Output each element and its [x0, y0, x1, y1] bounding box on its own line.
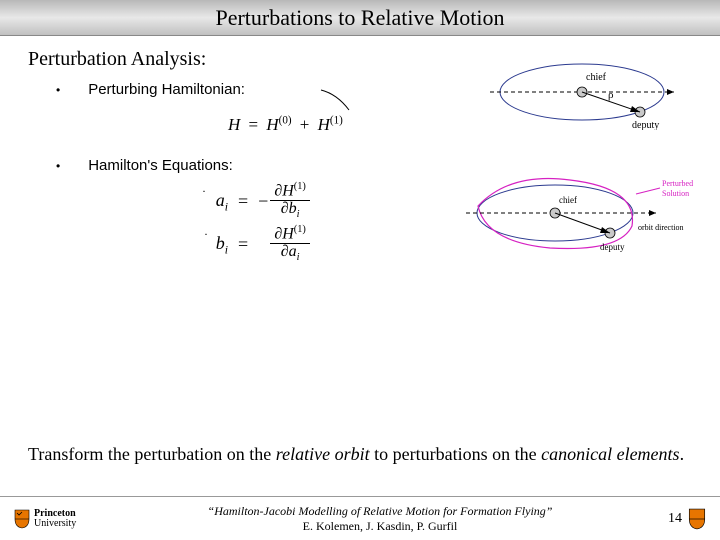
footer-center: “Hamilton-Jacobi Modelling of Relative M… — [110, 504, 650, 533]
eq-eq: = — [249, 115, 259, 134]
paper-title: “Hamilton-Jacobi Modelling of Relative M… — [110, 504, 650, 518]
inst-line1: Princeton — [34, 509, 76, 519]
bullet-dot: • — [56, 159, 60, 173]
perturbed-label-2: Solution — [662, 189, 689, 198]
paper-authors: E. Kolemen, J. Kasdin, P. Gurfil — [110, 519, 650, 533]
chief-label: chief — [559, 195, 577, 205]
bullet-1-label: Perturbing Hamiltonian: — [88, 81, 245, 98]
closing-pre: Transform the perturbation on the — [28, 444, 276, 464]
deputy-label: deputy — [632, 120, 659, 130]
footer-left: Princeton University — [0, 509, 110, 529]
eq-frac-a: ∂H(1) ∂bi — [270, 182, 310, 221]
orbit-diagram-2: chief deputy orbit direction Perturbed S… — [460, 158, 706, 258]
chief-label: chief — [586, 72, 607, 83]
eq-a: a — [216, 190, 225, 210]
orbit-diagram-1: chief deputy ρ — [482, 50, 682, 130]
closing-statement: Transform the perturbation on the relati… — [28, 443, 692, 466]
princeton-shield-icon — [14, 509, 30, 529]
perturbed-label-1: Perturbed — [662, 179, 693, 188]
deputy-label: deputy — [600, 242, 625, 252]
arrowhead-icon — [649, 210, 656, 216]
eq-H1: H — [318, 115, 330, 134]
eq-a-sub: i — [225, 200, 228, 213]
eq-sup0: (0) — [279, 114, 292, 126]
closing-canonical: canonical elements — [541, 444, 679, 464]
perturbed-pointer — [636, 188, 660, 194]
rho-label: ρ — [608, 89, 614, 101]
footer-right: 14 — [650, 508, 720, 530]
eq-b: b — [216, 233, 225, 253]
institution-text: Princeton University — [34, 509, 76, 529]
eq-H: H — [228, 115, 240, 134]
footer: Princeton University “Hamilton-Jacobi Mo… — [0, 496, 720, 540]
arrow-annotation-icon — [319, 88, 355, 112]
closing-relative-orbit: relative orbit — [276, 444, 370, 464]
orbit-direction-label: orbit direction — [638, 223, 684, 232]
closing-mid: to perturbations on the — [370, 444, 541, 464]
bullet-2-label: Hamilton's Equations: — [88, 157, 233, 174]
slide-title: Perturbations to Relative Motion — [215, 5, 504, 31]
eq-H0: H — [266, 115, 278, 134]
closing-post: . — [680, 444, 685, 464]
inst-line2: University — [34, 519, 76, 529]
title-bar: Perturbations to Relative Motion — [0, 0, 720, 36]
eq-sup1: (1) — [330, 114, 343, 126]
bullet-dot: • — [56, 83, 60, 97]
eq-b-sub: i — [225, 244, 228, 257]
eq-eq-a: = — [238, 191, 248, 212]
eq-eq-b: = — [238, 234, 248, 255]
page-number: 14 — [668, 511, 682, 527]
eq-frac-b: ∂H(1) ∂ai — [270, 225, 310, 264]
eq-minus: − — [258, 191, 268, 212]
eq-plus: + — [300, 115, 310, 134]
princeton-shield-icon — [688, 508, 706, 530]
arrowhead-icon — [667, 89, 674, 95]
